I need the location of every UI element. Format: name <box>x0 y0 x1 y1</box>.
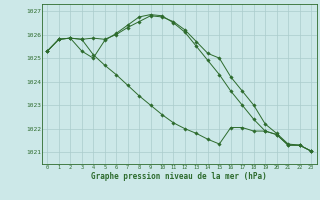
X-axis label: Graphe pression niveau de la mer (hPa): Graphe pression niveau de la mer (hPa) <box>91 172 267 181</box>
